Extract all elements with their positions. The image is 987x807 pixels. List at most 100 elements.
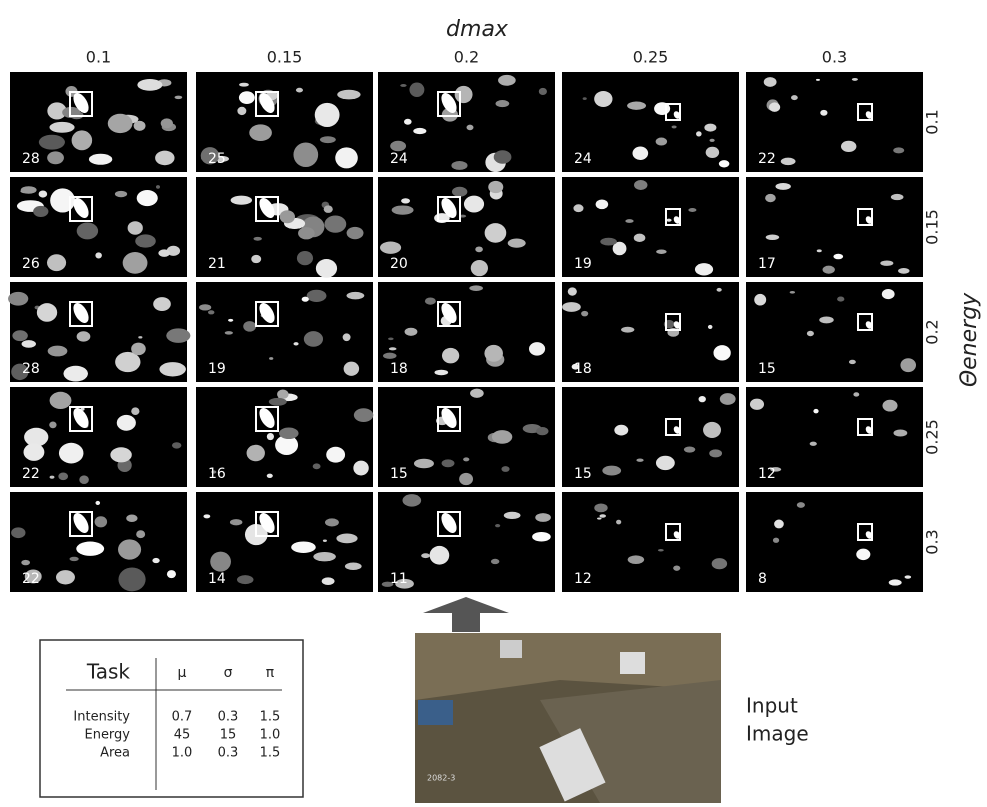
blob	[469, 285, 483, 291]
blob	[203, 514, 210, 518]
blob	[852, 78, 858, 81]
table-cell: Area	[100, 746, 130, 761]
blob	[380, 241, 401, 253]
blob	[50, 476, 55, 479]
blob	[313, 552, 336, 561]
table-cell: Energy	[84, 728, 130, 743]
blob	[79, 475, 89, 484]
blob	[634, 180, 647, 190]
blob	[392, 205, 414, 214]
blob	[573, 204, 583, 212]
panel: 28	[10, 72, 187, 172]
column-label: 0.2	[454, 48, 479, 67]
panel-bg	[746, 492, 923, 592]
blob	[627, 101, 646, 109]
blob	[347, 292, 365, 299]
table-cell: Intensity	[73, 710, 130, 725]
blob	[307, 290, 327, 302]
count-label: 17	[758, 256, 776, 272]
blob	[293, 142, 318, 167]
blob	[63, 366, 87, 382]
column-label: 0.25	[633, 48, 669, 67]
blob	[498, 75, 516, 86]
blob	[118, 567, 145, 591]
panel: 24	[562, 72, 739, 172]
figure: dmax Θenergy 2082-3 0.10.150.20.250.30.1…	[0, 0, 987, 803]
blob	[267, 474, 273, 478]
blob	[21, 186, 37, 194]
blob	[225, 331, 233, 334]
blob	[636, 459, 643, 462]
blob	[320, 136, 336, 143]
blob	[316, 259, 337, 278]
blob	[239, 91, 255, 104]
table-cell: 1.0	[260, 728, 281, 743]
blob	[47, 254, 66, 271]
blob	[581, 311, 588, 317]
blob	[388, 338, 393, 341]
blob	[754, 294, 766, 306]
blob	[136, 530, 145, 538]
blob	[719, 160, 730, 167]
input-image	[415, 633, 721, 803]
blob	[492, 430, 512, 444]
panel: 21	[196, 177, 373, 278]
blob	[76, 542, 104, 556]
blob	[455, 86, 473, 103]
input-label: Image	[746, 722, 809, 746]
blob	[296, 88, 303, 93]
blob	[774, 520, 784, 529]
table-header: π	[266, 665, 275, 681]
panel: 26	[10, 177, 187, 277]
blob	[695, 263, 713, 275]
blob	[21, 560, 30, 565]
blob	[48, 346, 68, 357]
blob	[532, 532, 551, 542]
blob	[414, 459, 434, 469]
blob	[37, 303, 57, 322]
blob	[568, 287, 577, 295]
blob	[889, 579, 902, 585]
blob	[797, 502, 805, 508]
blob	[710, 139, 715, 142]
arrow-shaft	[452, 612, 480, 632]
panel: 11	[378, 492, 555, 592]
blob	[880, 261, 893, 266]
count-label: 22	[22, 466, 40, 482]
blob	[8, 292, 28, 306]
blob	[56, 570, 75, 584]
panel: 22	[10, 387, 187, 487]
blob	[137, 79, 162, 91]
blob	[891, 194, 904, 200]
blob	[208, 310, 214, 314]
panel: 19	[196, 282, 373, 382]
blob	[837, 297, 844, 302]
blob	[706, 147, 719, 158]
blob	[231, 196, 252, 205]
blob	[269, 357, 273, 360]
blob	[413, 128, 426, 134]
blob	[583, 97, 587, 100]
blob	[156, 185, 160, 189]
blob	[39, 190, 48, 197]
count-label: 14	[208, 571, 226, 587]
count-label: 21	[208, 256, 226, 272]
blob	[135, 234, 156, 247]
blob	[594, 91, 612, 107]
blob	[628, 555, 644, 564]
panel: 22	[10, 492, 187, 592]
blob	[596, 199, 609, 209]
row-label: 0.15	[923, 209, 942, 245]
blob	[247, 445, 265, 461]
blob	[616, 520, 621, 525]
blob	[126, 514, 137, 522]
blob	[152, 558, 159, 563]
blob	[33, 206, 48, 217]
blob	[765, 194, 776, 202]
blob	[699, 396, 706, 402]
table-header: σ	[224, 665, 233, 681]
blob	[807, 331, 814, 336]
blob	[791, 95, 798, 100]
blob	[709, 449, 722, 457]
blob	[323, 540, 327, 542]
